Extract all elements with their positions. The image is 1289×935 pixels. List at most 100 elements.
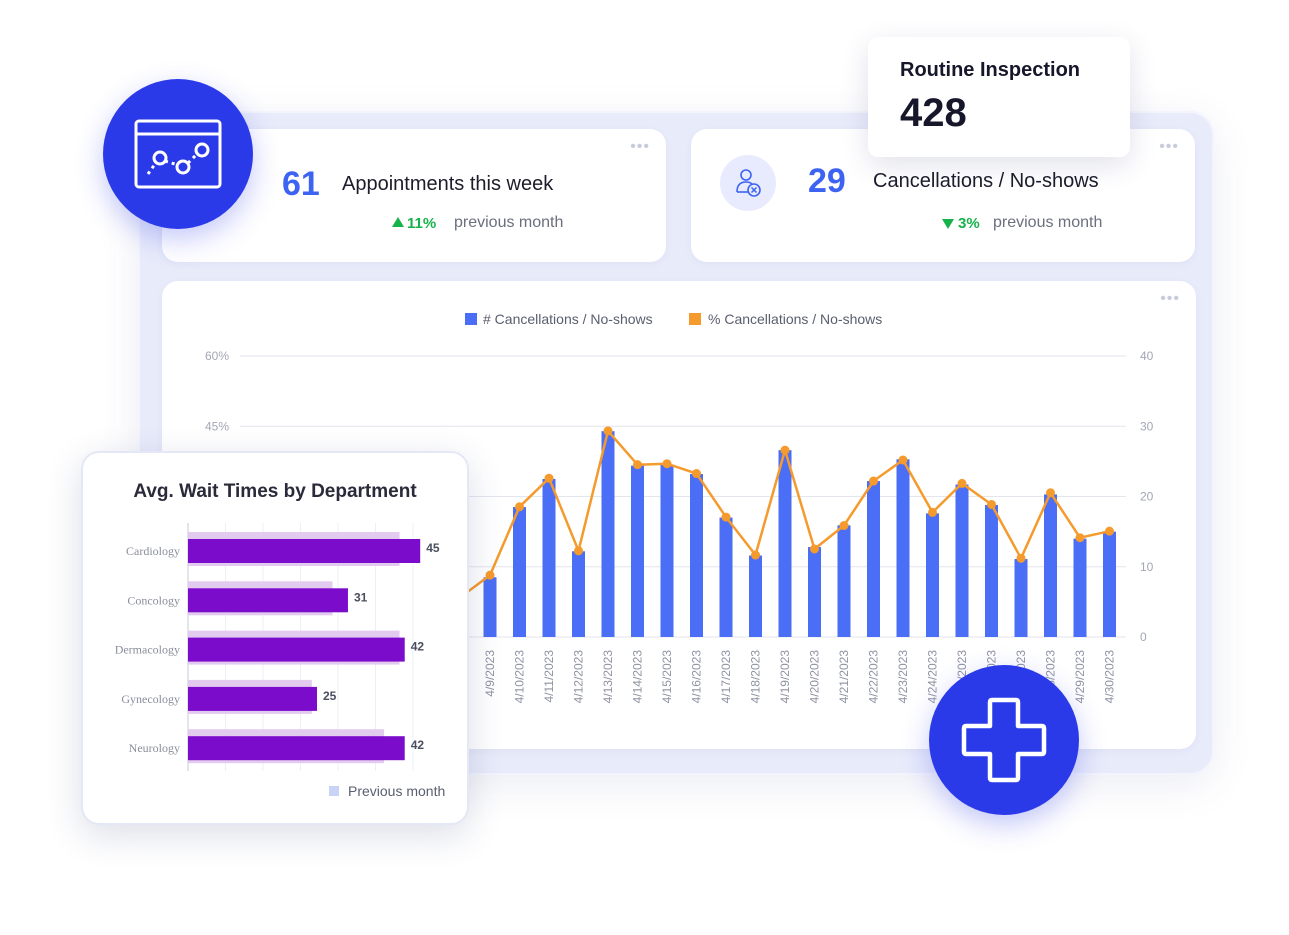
bar-cancellations xyxy=(719,517,733,637)
bar-cancellations xyxy=(1103,531,1116,637)
bar-wait-time xyxy=(188,686,317,711)
x-axis-date-label: 4/30/2023 xyxy=(1103,650,1117,704)
line-point-percent xyxy=(662,459,672,469)
legend-swatch-percent xyxy=(689,313,701,325)
bar-wait-time xyxy=(188,588,348,613)
bar-cancellations xyxy=(749,555,762,637)
bar-value-label: 31 xyxy=(354,590,368,604)
department-label: Dermacology xyxy=(115,643,180,657)
bar-cancellations xyxy=(867,481,880,637)
more-dots-icon[interactable]: ••• xyxy=(630,138,650,155)
line-point-percent xyxy=(692,469,701,479)
x-axis-date-label: 4/12/2023 xyxy=(572,650,586,704)
inspection-title: Routine Inspection xyxy=(900,59,1080,81)
bar-cancellations xyxy=(926,513,939,637)
right-axis-tick: 40 xyxy=(1140,349,1154,363)
department-label: Gynecology xyxy=(121,692,180,706)
x-axis-date-label: 4/16/2023 xyxy=(690,650,704,704)
line-point-percent xyxy=(633,460,642,470)
bar-cancellations xyxy=(1044,494,1057,637)
x-axis-date-label: 4/14/2023 xyxy=(631,650,645,704)
line-point-percent xyxy=(1016,553,1026,563)
x-axis-date-label: 4/9/2023 xyxy=(483,650,497,697)
bar-cancellations xyxy=(483,577,497,637)
kpi-value: 29 xyxy=(808,162,846,200)
delta-down-arrow-icon xyxy=(942,219,954,229)
bar-cancellations xyxy=(513,507,526,637)
bar-value-label: 42 xyxy=(411,738,425,752)
bar-cancellations xyxy=(690,474,703,637)
department-label: Cardiology xyxy=(126,544,180,558)
line-point-percent xyxy=(485,570,495,580)
line-point-percent xyxy=(928,507,937,517)
line-point-percent xyxy=(544,473,554,483)
more-dots-icon[interactable]: ••• xyxy=(1159,138,1179,155)
line-point-percent xyxy=(751,550,760,560)
kpi-delta: 11% xyxy=(407,215,437,232)
kpi-caption: previous month xyxy=(454,214,564,231)
bar-cancellations xyxy=(985,504,998,637)
line-point-percent xyxy=(515,502,524,512)
x-axis-date-label: 4/19/2023 xyxy=(778,650,792,704)
x-axis-date-label: 4/21/2023 xyxy=(837,650,851,704)
kpi-delta: 3% xyxy=(958,215,980,232)
line-point-percent xyxy=(839,521,849,531)
line-point-percent xyxy=(810,544,819,554)
bar-cancellations xyxy=(837,525,851,637)
wait-times-chart: Cardiology 45 Concology 31 Dermacology 42 Gyne… xyxy=(115,523,445,799)
x-axis-date-label: 4/11/2023 xyxy=(542,650,556,703)
legend-swatch-previous-month xyxy=(329,786,339,796)
legend-label-percent: % Cancellations / No-shows xyxy=(708,311,882,327)
left-axis-tick: 45% xyxy=(205,419,229,433)
bar-wait-time xyxy=(188,637,405,662)
right-axis-tick: 10 xyxy=(1140,560,1154,574)
bar-cancellations xyxy=(778,450,792,637)
bar-wait-time xyxy=(188,539,421,563)
line-point-percent xyxy=(957,478,967,488)
kpi-value: 61 xyxy=(282,165,320,203)
bar-value-label: 42 xyxy=(411,640,425,654)
bar-value-label: 25 xyxy=(323,689,337,703)
x-axis-date-label: 4/20/2023 xyxy=(808,650,822,704)
bar-wait-time xyxy=(188,736,405,761)
wait-times-card: Avg. Wait Times by Department Cardiology… xyxy=(81,451,469,825)
line-point-percent xyxy=(1105,526,1114,536)
kpi-label: Appointments this week xyxy=(342,173,554,195)
line-point-percent xyxy=(721,512,731,522)
left-axis-tick: 60% xyxy=(205,349,229,363)
user-cancel-icon xyxy=(720,155,776,211)
legend-label-previous-month: Previous month xyxy=(348,783,445,799)
bar-cancellations xyxy=(896,459,910,637)
line-point-percent xyxy=(1046,488,1055,498)
bar-cancellations xyxy=(572,551,585,637)
x-axis-date-label: 4/10/2023 xyxy=(513,650,527,704)
wait-times-title: Avg. Wait Times by Department xyxy=(133,481,417,502)
more-dots-icon[interactable]: ••• xyxy=(1160,290,1180,307)
x-axis-date-label: 4/15/2023 xyxy=(660,650,674,704)
x-axis-date-label: 4/24/2023 xyxy=(926,650,940,704)
right-axis-tick: 0 xyxy=(1140,630,1147,644)
right-axis-tick: 20 xyxy=(1140,490,1154,504)
bar-cancellations xyxy=(1014,559,1028,637)
line-point-percent xyxy=(869,476,878,486)
line-point-percent xyxy=(574,546,583,556)
x-axis-date-label: 4/18/2023 xyxy=(749,650,763,704)
line-point-percent xyxy=(898,455,908,465)
line-point-percent xyxy=(1075,533,1085,543)
legend-label-count: # Cancellations / No-shows xyxy=(483,311,653,327)
medical-cross-icon xyxy=(929,665,1079,815)
right-axis-tick: 30 xyxy=(1140,419,1154,433)
delta-up-arrow-icon xyxy=(392,217,404,227)
bar-cancellations xyxy=(955,484,969,637)
bar-cancellations xyxy=(660,464,674,637)
routine-inspection-card: Routine Inspection 428 xyxy=(868,37,1130,157)
bar-cancellations xyxy=(542,478,556,637)
line-point-percent xyxy=(987,499,996,509)
bar-value-label: 45 xyxy=(426,541,440,555)
kpi-caption: previous month xyxy=(993,214,1103,231)
chart-window-icon xyxy=(103,79,253,229)
x-axis-date-label: 4/23/2023 xyxy=(896,650,910,704)
bar-cancellations xyxy=(601,431,615,637)
x-axis-date-label: 4/29/2023 xyxy=(1073,650,1087,704)
